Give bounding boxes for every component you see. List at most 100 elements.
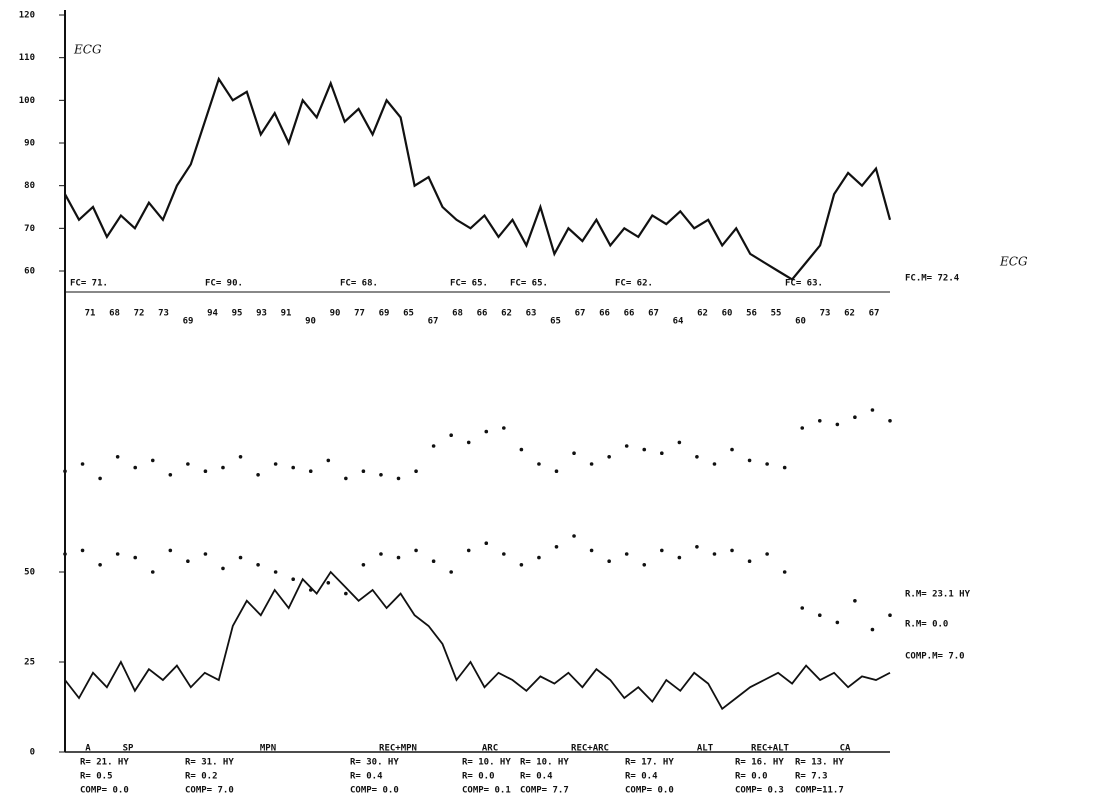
scatter-point bbox=[589, 462, 594, 466]
scatter-point bbox=[396, 555, 401, 560]
scatter-point bbox=[712, 462, 717, 466]
scatter-point bbox=[519, 563, 524, 567]
scatter-point bbox=[379, 552, 383, 556]
scatter-point bbox=[782, 465, 787, 470]
scatter-point bbox=[238, 455, 243, 459]
y-tick-label: 80 bbox=[24, 181, 35, 191]
stat-text: R= 16. HY bbox=[735, 758, 784, 768]
scatter-point bbox=[256, 473, 260, 477]
hr-value: 64 bbox=[673, 317, 684, 327]
stat-text: R= 17. HY bbox=[625, 758, 674, 768]
scatter-point bbox=[308, 469, 313, 474]
stat-text: R= 30. HY bbox=[350, 758, 399, 768]
scatter-point bbox=[186, 462, 190, 466]
hr-value: 65 bbox=[550, 317, 561, 327]
scatter-point bbox=[466, 548, 471, 553]
scatter-point bbox=[572, 451, 576, 456]
scatter-point bbox=[695, 545, 699, 549]
hr-value: 62 bbox=[697, 309, 708, 319]
fc-label: FC= 65. bbox=[450, 279, 488, 289]
hr-value: 63 bbox=[526, 309, 537, 319]
hr-value: 65 bbox=[403, 309, 414, 319]
scatter-point bbox=[624, 444, 629, 448]
scatter-point bbox=[344, 591, 348, 596]
hr-value: 67 bbox=[648, 309, 659, 319]
stat-text: R= 0.2 bbox=[185, 772, 218, 782]
hr-value: 72 bbox=[134, 309, 145, 319]
stat-text: R= 0.4 bbox=[625, 772, 658, 782]
scatter-point bbox=[238, 555, 243, 560]
y-tick-label: 120 bbox=[19, 11, 35, 21]
scatter-point bbox=[273, 462, 278, 466]
scatter-point bbox=[63, 469, 67, 474]
scatter-point bbox=[361, 469, 366, 474]
scatter-point bbox=[221, 566, 225, 571]
hand-note: ECG bbox=[999, 255, 1028, 269]
phase-label: CA bbox=[840, 744, 851, 754]
scatter-point bbox=[256, 563, 260, 567]
hr-value: 55 bbox=[771, 309, 782, 319]
scatter-point bbox=[817, 419, 822, 423]
scatter-point bbox=[642, 447, 647, 452]
hr-value: 77 bbox=[354, 309, 365, 319]
phase-label: REC+ARC bbox=[571, 744, 609, 754]
hr-value: 69 bbox=[379, 309, 390, 319]
phase-label: ARC bbox=[482, 744, 498, 754]
scatter-point bbox=[677, 555, 682, 560]
scatter-point bbox=[344, 476, 348, 481]
stat-text: R= 21. HY bbox=[80, 758, 129, 768]
stat-text: R= 0.5 bbox=[80, 772, 113, 782]
stat-text: R= 10. HY bbox=[462, 758, 511, 768]
y-tick-label: 60 bbox=[24, 267, 35, 277]
scatter-point bbox=[150, 458, 155, 463]
scatter-point bbox=[98, 476, 102, 481]
scatter-point bbox=[747, 458, 752, 463]
stat-text: R= 31. HY bbox=[185, 758, 234, 768]
scatter-point bbox=[835, 422, 840, 427]
scatter-point bbox=[607, 455, 611, 459]
fc-label: FC= 62. bbox=[615, 279, 653, 289]
fc-label: FC= 90. bbox=[205, 279, 243, 289]
phase-label: SP bbox=[123, 744, 134, 754]
scatter-point bbox=[554, 545, 559, 549]
scatter-point bbox=[502, 426, 506, 430]
scatter-point bbox=[835, 620, 840, 625]
scatter-point bbox=[800, 606, 805, 610]
scatter-point bbox=[449, 433, 453, 438]
scatter-point bbox=[765, 552, 769, 556]
right-note: R.M= 0.0 bbox=[905, 620, 948, 630]
hr-value: 66 bbox=[599, 309, 610, 319]
stat-text: R= 0.0 bbox=[462, 772, 495, 782]
scatter-point bbox=[484, 429, 489, 434]
hr-value: 95 bbox=[232, 309, 243, 319]
scatter-point bbox=[853, 415, 857, 420]
hr-value: 90 bbox=[305, 317, 316, 327]
phase-label: MPN bbox=[260, 744, 276, 754]
scatter-point bbox=[695, 455, 699, 459]
y-tick-label: 100 bbox=[19, 96, 35, 106]
scatter-point bbox=[747, 559, 752, 563]
hr-value: 94 bbox=[207, 309, 218, 319]
y-tick-label: 70 bbox=[24, 224, 35, 234]
stat-text: R= 13. HY bbox=[795, 758, 844, 768]
phase-label: REC+MPN bbox=[379, 744, 417, 754]
scatter-point bbox=[168, 473, 173, 477]
phase-label: REC+ALT bbox=[751, 744, 790, 754]
scatter-point bbox=[133, 555, 138, 560]
scatter-point bbox=[888, 419, 892, 423]
scatter-point bbox=[888, 613, 892, 617]
scatter-point bbox=[115, 552, 120, 556]
stat-text: R= 0.4 bbox=[520, 772, 553, 782]
fc-label: FC= 71. bbox=[70, 279, 108, 289]
y-tick-label: 110 bbox=[19, 53, 35, 63]
hr-value: 60 bbox=[722, 309, 733, 319]
scatter-point bbox=[361, 563, 366, 567]
scatter-point bbox=[589, 548, 594, 553]
scatter-point bbox=[870, 408, 875, 412]
hr-value: 68 bbox=[452, 309, 463, 319]
y-tick-label: 25 bbox=[24, 658, 35, 668]
scatter-point bbox=[80, 462, 85, 466]
scatter-point bbox=[677, 440, 682, 445]
scatter-point bbox=[449, 570, 453, 574]
